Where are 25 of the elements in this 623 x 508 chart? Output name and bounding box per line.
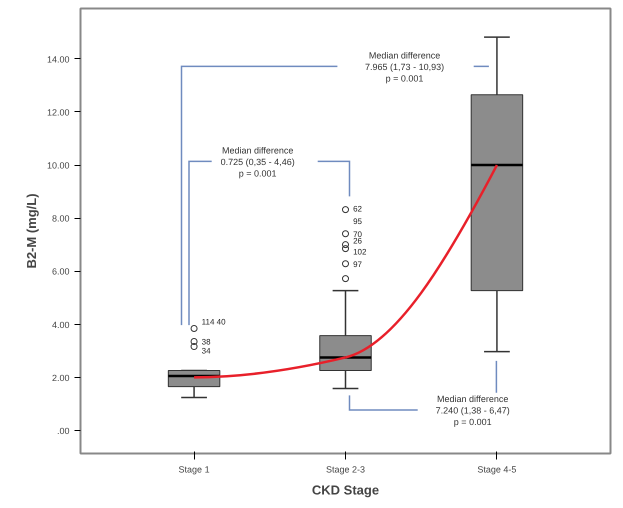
annotation: 34 (202, 346, 212, 356)
y-tick-label: 2.00 (52, 372, 70, 383)
y-tick-label: 4.00 (52, 320, 70, 330)
annotation: 97 (353, 260, 363, 269)
x-tick-label: Stage 1 (178, 464, 210, 474)
y-tick-label: 8.00 (52, 214, 70, 224)
y-tick-label: 14.00 (46, 54, 70, 64)
y-tick-label: 6.00 (52, 266, 70, 277)
annotation: 38 (202, 338, 212, 347)
annotation: 102 (353, 247, 367, 256)
y-tick-label: .00 (56, 426, 70, 436)
y-axis-title: B2-M (mg/L) (24, 193, 39, 269)
annotation: 70 (353, 230, 363, 239)
annotation: 62 (353, 204, 363, 214)
annotation: 114 40 (202, 317, 226, 326)
annotation: 95 (353, 216, 363, 226)
annotation: 26 (353, 236, 363, 246)
annotation: Median difference 7.240 (1,38 - 6,47) p = 0.001 (436, 394, 510, 428)
y-tick-label: 10.00 (46, 160, 70, 171)
annotation: Median difference 0.725 (0,35 - 4,46) p = 0.001 (220, 145, 295, 178)
x-axis-title: CKD Stage (312, 482, 380, 498)
x-tick-label: Stage 4-5 (477, 464, 516, 474)
y-tick-label: 12.00 (46, 107, 70, 118)
x-tick-label: Stage 2-3 (326, 464, 366, 474)
annotation: Median difference 7.965 (1,73 - 10,93) p = 0.001 (365, 50, 444, 84)
